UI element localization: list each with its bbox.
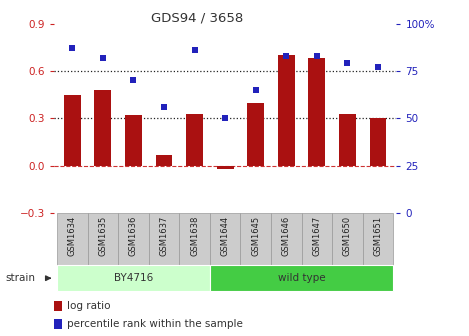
Text: GSM1646: GSM1646	[282, 216, 291, 256]
Text: GSM1647: GSM1647	[312, 216, 321, 256]
Bar	[186, 114, 203, 166]
Bar	[125, 115, 142, 166]
Bar	[247, 102, 264, 166]
Point	[374, 65, 382, 70]
Text: BY4716: BY4716	[114, 273, 153, 283]
Bar	[54, 301, 62, 311]
Text: GSM1638: GSM1638	[190, 216, 199, 256]
Point	[344, 61, 351, 66]
Bar	[94, 90, 111, 166]
Point	[191, 47, 198, 53]
Text: GSM1637: GSM1637	[159, 216, 168, 256]
Text: log ratio: log ratio	[67, 301, 111, 311]
Bar	[309, 58, 325, 166]
Point	[252, 87, 259, 93]
Bar	[88, 213, 118, 265]
Text: GSM1651: GSM1651	[373, 216, 382, 256]
Point	[68, 45, 76, 51]
Text: percentile rank within the sample: percentile rank within the sample	[67, 319, 243, 329]
Bar	[339, 114, 356, 166]
Bar	[217, 166, 234, 169]
Point	[160, 104, 168, 110]
Bar	[370, 119, 386, 166]
Text: GSM1650: GSM1650	[343, 216, 352, 256]
Bar	[57, 213, 88, 265]
Text: GSM1645: GSM1645	[251, 216, 260, 256]
Text: GSM1644: GSM1644	[220, 216, 230, 256]
Bar	[149, 213, 179, 265]
Bar	[179, 213, 210, 265]
Bar	[332, 213, 363, 265]
Bar	[241, 213, 271, 265]
Bar	[278, 55, 295, 166]
Point	[99, 55, 106, 60]
Text: wild type: wild type	[278, 273, 325, 283]
Bar	[363, 213, 393, 265]
Point	[221, 116, 229, 121]
Bar	[57, 265, 210, 291]
Text: GSM1635: GSM1635	[98, 216, 107, 256]
Bar	[156, 155, 173, 166]
Bar	[210, 265, 393, 291]
Bar	[302, 213, 332, 265]
Bar	[54, 319, 62, 329]
Text: GDS94 / 3658: GDS94 / 3658	[151, 12, 243, 25]
Bar	[210, 213, 241, 265]
Bar	[64, 95, 81, 166]
Bar	[118, 213, 149, 265]
Point	[313, 53, 321, 58]
Text: GSM1636: GSM1636	[129, 216, 138, 256]
Point	[282, 53, 290, 58]
Text: strain: strain	[6, 273, 36, 283]
Bar	[271, 213, 302, 265]
Point	[129, 78, 137, 83]
Text: GSM1634: GSM1634	[68, 216, 77, 256]
